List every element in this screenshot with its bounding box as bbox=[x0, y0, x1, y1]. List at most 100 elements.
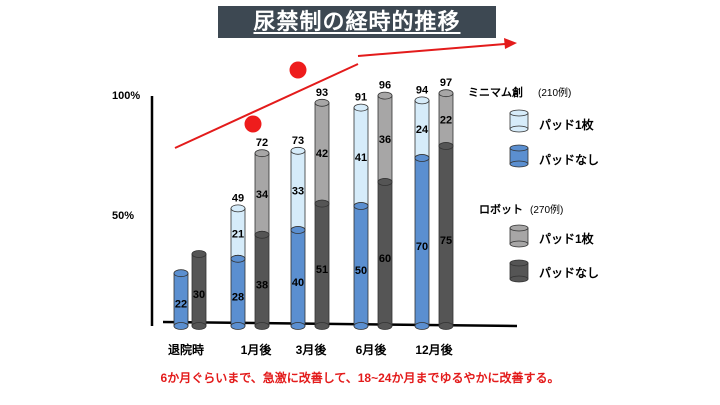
bar-rob-nopad-3-top bbox=[377, 178, 393, 186]
total-label-min-2: 73 bbox=[292, 135, 304, 147]
leg-rob-nopad-bottom bbox=[509, 275, 529, 283]
bar-min-nopad-2-top bbox=[290, 226, 306, 234]
data-label-rob-pad-4: 22 bbox=[440, 115, 452, 127]
data-label-min-pad-4: 24 bbox=[416, 124, 429, 136]
bar-rob-nopad-2 bbox=[314, 199, 330, 330]
leg-rob-pad-top bbox=[509, 224, 529, 232]
data-label-rob-nopad-0: 30 bbox=[193, 289, 205, 301]
x-tick-2: 3月後 bbox=[296, 342, 328, 357]
bar-rob-pad-3-top bbox=[377, 91, 393, 100]
bar-rob-nopad-1 bbox=[254, 230, 270, 330]
total-label-rob-2: 93 bbox=[316, 87, 328, 99]
bar-min-pad-2-top bbox=[290, 146, 306, 155]
bar-rob-pad-4-top bbox=[438, 89, 454, 98]
trend-arrow bbox=[174, 63, 359, 149]
bar-min-nopad-3-top bbox=[353, 202, 369, 210]
legend-min-note: (210例) bbox=[538, 86, 571, 99]
legend-min-pad-label: パッド1枚 bbox=[539, 117, 595, 132]
legend-min-nopad-label: パッドなし bbox=[539, 153, 599, 167]
legend-rob-pad-label: パッド1枚 bbox=[539, 231, 595, 246]
bar-rob-pad-1-top bbox=[254, 149, 270, 158]
bar-min-nopad-1-top bbox=[230, 254, 246, 263]
bar-rob-nopad-4 bbox=[438, 142, 454, 330]
trend-arrowhead bbox=[504, 38, 517, 49]
data-label-rob-nopad-4: 75 bbox=[440, 235, 452, 247]
bar-min-nopad-0-top bbox=[173, 269, 189, 278]
chart-title: 尿禁制の経時的推移 bbox=[253, 9, 461, 34]
bar-min-nopad-1-bottom bbox=[230, 322, 246, 330]
x-tick-4: 12月後 bbox=[415, 342, 453, 357]
axes: 100% 50% bbox=[112, 90, 518, 328]
bar-rob-nopad-2-top bbox=[314, 199, 330, 208]
trend-annotation bbox=[174, 38, 517, 149]
data-label-min-pad-2: 33 bbox=[292, 185, 304, 197]
data-label-min-pad-1: 21 bbox=[232, 229, 244, 241]
bar-min-pad-1-top bbox=[230, 204, 246, 213]
data-label-min-nopad-0: 22 bbox=[175, 299, 187, 311]
bar-rob-nopad-0-top bbox=[191, 250, 207, 258]
legend-rob-nopad-label: パッドなし bbox=[539, 266, 599, 280]
data-label-min-pad-3: 41 bbox=[355, 152, 367, 164]
bar-min-nopad-2-bottom bbox=[290, 322, 306, 330]
red-dot bbox=[289, 61, 307, 79]
leg-min-nopad-bottom bbox=[509, 160, 529, 168]
legend-rob-nopad-swatch bbox=[509, 259, 529, 283]
legend-rob-header: ロボット bbox=[479, 202, 523, 216]
bar-rob-nopad-3 bbox=[377, 178, 393, 330]
legend-min-nopad-swatch bbox=[509, 144, 529, 168]
data-label-min-nopad-2: 40 bbox=[292, 277, 304, 289]
leg-rob-nopad-top bbox=[509, 259, 529, 267]
total-label-rob-3: 96 bbox=[379, 80, 391, 92]
total-label-min-3: 91 bbox=[355, 92, 367, 104]
bars-layer: 22 28 21 49 40 33 73 50 41 91 70 24 94 30 38 34 72 51 42 93… bbox=[173, 77, 454, 330]
bar-min-nopad-4-top bbox=[414, 154, 430, 162]
legend-min-header: ミニマム創 bbox=[468, 85, 523, 99]
bar-rob-nopad-1-bottom bbox=[254, 322, 270, 330]
data-label-rob-pad-2: 42 bbox=[316, 148, 328, 160]
trend-arrow-tail bbox=[357, 43, 506, 57]
bar-min-nopad-0 bbox=[173, 269, 189, 330]
bar-rob-nopad-0-bottom bbox=[191, 322, 207, 330]
bar-rob-nopad-4-bottom bbox=[438, 322, 454, 330]
legend: ミニマム創 (210例) パッド1枚 パッドなし ロボット (270例) パッド… bbox=[468, 85, 599, 283]
total-label-min-1: 49 bbox=[232, 192, 244, 204]
leg-min-pad-top bbox=[509, 109, 529, 117]
y-tick-100: 100% bbox=[112, 90, 140, 102]
bar-rob-nopad-0 bbox=[191, 250, 207, 330]
legend-rob-pad-swatch bbox=[509, 224, 529, 248]
bar-min-nopad-3-bottom bbox=[353, 322, 369, 330]
bar-min-nopad-1 bbox=[230, 254, 246, 330]
x-tick-1: 1月後 bbox=[241, 342, 273, 357]
title-banner: 尿禁制の経時的推移 bbox=[218, 6, 496, 38]
total-label-rob-4: 97 bbox=[440, 77, 452, 89]
legend-min-pad-swatch bbox=[509, 109, 529, 133]
legend-rob-note: (270例) bbox=[530, 203, 563, 216]
bar-rob-nopad-4-top bbox=[438, 142, 454, 150]
total-label-rob-1: 72 bbox=[256, 137, 268, 149]
bar-min-nopad-0-bottom bbox=[173, 322, 189, 330]
x-labels-layer: 退院時 1月後 3月後 6月後 12月後 bbox=[168, 342, 454, 357]
bar-rob-nopad-1-top bbox=[254, 230, 270, 239]
bar-min-nopad-4-bottom bbox=[414, 322, 430, 330]
bar-min-nopad-4 bbox=[414, 154, 430, 330]
x-tick-0: 退院時 bbox=[168, 342, 204, 357]
data-label-rob-pad-1: 34 bbox=[256, 189, 269, 201]
bar-min-pad-3-top bbox=[353, 103, 369, 112]
data-label-min-nopad-1: 28 bbox=[232, 291, 244, 303]
bar-rob-pad-2-top bbox=[314, 98, 330, 107]
data-label-rob-nopad-3: 60 bbox=[379, 253, 391, 265]
data-label-rob-pad-3: 36 bbox=[379, 134, 391, 146]
bar-rob-nopad-2-bottom bbox=[314, 322, 330, 330]
bar-min-pad-4-top bbox=[414, 96, 430, 105]
data-label-min-nopad-3: 50 bbox=[355, 265, 367, 277]
red-dot bbox=[244, 115, 262, 133]
x-tick-3: 6月後 bbox=[356, 342, 388, 357]
x-axis-line bbox=[162, 320, 518, 328]
data-label-rob-nopad-1: 38 bbox=[256, 279, 268, 291]
leg-min-pad-bottom bbox=[509, 125, 529, 133]
total-label-min-4: 94 bbox=[416, 84, 429, 96]
bar-min-nopad-2 bbox=[290, 226, 306, 330]
data-label-min-nopad-4: 70 bbox=[416, 241, 428, 253]
footnote: 6か月ぐらいまで、急激に改善して、18~24か月までゆるやかに改善する。 bbox=[160, 371, 560, 385]
